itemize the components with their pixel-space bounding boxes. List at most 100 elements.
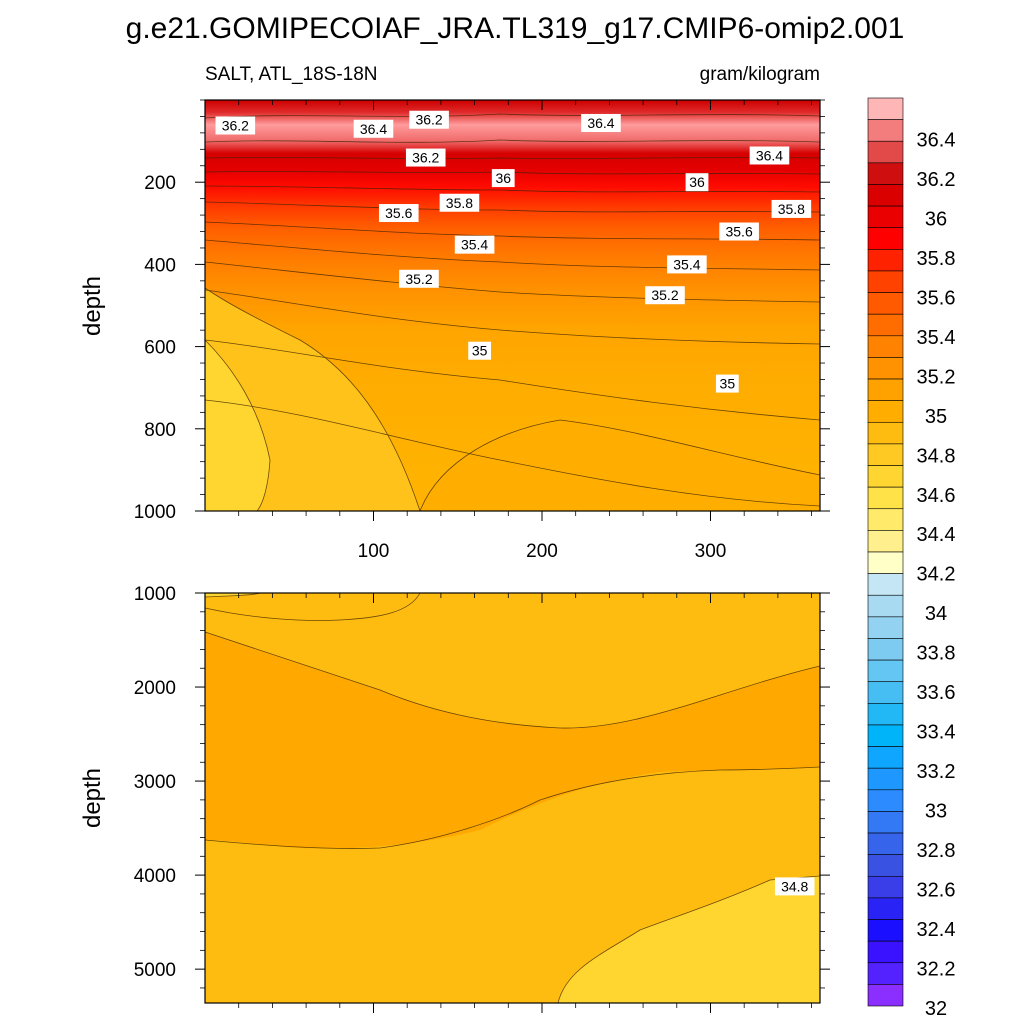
colorbar-box: [867, 551, 904, 574]
colorbar-label: 36.2: [917, 169, 956, 191]
colorbar-box: [867, 940, 904, 964]
contour-label: 35.6: [385, 205, 412, 221]
colorbar-box: [867, 854, 904, 877]
contour-label-box: [667, 255, 707, 274]
upper-contour-lines: [204, 113, 821, 512]
contour-label-box: [409, 110, 449, 129]
colorbar-box: [867, 659, 904, 683]
colorbar-label: 36: [925, 208, 947, 230]
colorbar-box: [867, 530, 904, 553]
colorbar-box: [867, 270, 904, 293]
upper-x-axis: 100 200 300: [238, 100, 812, 562]
colorbar-box: [867, 313, 904, 337]
lower-y-axis: 1000 2000 3000 4000 5000: [134, 584, 830, 989]
colorbar-label: 35.2: [917, 366, 956, 388]
upper-plot-frame: [204, 99, 821, 512]
contour-label-box: [454, 235, 495, 254]
lower-contour-field: 34.8: [204, 592, 821, 1004]
colorbar-boxes: [867, 97, 904, 1007]
colorbar-box: [867, 962, 904, 985]
deep-fresh-region-346-348: [558, 876, 820, 1003]
y-tick-label: 4000: [134, 866, 176, 887]
contour-label-box: [468, 341, 492, 360]
colorbar-box: [867, 616, 904, 639]
contour-label-box: [685, 173, 709, 192]
colorbar-label: 32: [925, 998, 947, 1020]
upper-y-axis-title: depth: [79, 276, 106, 336]
colorbar-label: 33.8: [917, 643, 956, 665]
contour-label-box: [491, 169, 515, 188]
contour-label-box: [378, 204, 419, 223]
contour-label: 36.4: [587, 115, 614, 131]
contour-label: 36.4: [756, 147, 783, 163]
figure-title: g.e21.GOMIPECOIAF_JRA.TL319_g17.CMIP6-om…: [126, 12, 905, 45]
colorbar-box: [867, 335, 904, 358]
colorbar-box: [867, 919, 904, 942]
colorbar-label: 32.8: [917, 840, 956, 862]
lower-panel: 34.8 1000 2000 3000 4000 5000 depth: [79, 584, 830, 1013]
colorbar-box: [867, 984, 904, 1007]
colorbar-label: 34.4: [917, 524, 956, 546]
lower-y-axis-title: depth: [79, 768, 106, 828]
colorbar-label: 36.4: [917, 129, 956, 151]
contour-label: 35.2: [651, 287, 678, 303]
y-tick-label: 5000: [134, 960, 176, 981]
colorbar-label: 34.8: [917, 445, 956, 467]
contour-label: 35.4: [673, 256, 700, 272]
y-tick-label: 600: [144, 338, 176, 359]
colorbar-box: [867, 162, 904, 185]
contour-label: 36: [689, 174, 705, 190]
y-tick-label: 1000: [134, 502, 176, 523]
colorbar-box: [867, 724, 904, 747]
x-tick-label: 200: [526, 541, 558, 562]
colorbar-box: [867, 140, 904, 164]
colorbar-box: [867, 832, 904, 855]
colorbar-box: [867, 573, 904, 596]
contour-label: 36.4: [360, 121, 387, 137]
colorbar-box: [867, 378, 904, 401]
colorbar-box: [867, 119, 904, 142]
y-tick-label: 2000: [134, 678, 176, 699]
colorbar-box: [867, 400, 904, 423]
contour-label: 35: [472, 343, 488, 359]
colorbar-label: 35.8: [917, 248, 956, 270]
contour-label-box: [581, 114, 621, 133]
contour-label-box: [715, 374, 739, 393]
contour-label: 35.4: [461, 237, 488, 253]
deep-region-350: [420, 420, 820, 511]
y-tick-label: 800: [144, 420, 176, 441]
x-tick-label: 100: [358, 541, 390, 562]
colorbar-box: [867, 205, 904, 229]
upper-contour-labels: 36.2 36.4 36.2 36.4 36.4 36.2 36 36 35.8 35.8 35.6…: [215, 110, 812, 393]
colorbar-label: 32.2: [917, 958, 956, 980]
y-tick-label: 200: [144, 173, 176, 194]
colorbar-box: [867, 811, 904, 834]
contour-label-box: [719, 222, 759, 241]
colorbar-label: 34.6: [917, 485, 956, 507]
contour-label-box: [645, 286, 685, 305]
contour-label-box: [353, 119, 394, 138]
colorbar-box: [867, 227, 904, 250]
y-tick-label: 1000: [134, 584, 176, 605]
colorbar-box: [867, 357, 904, 380]
colorbar-box: [867, 638, 904, 661]
lower-plot-frame: [204, 592, 821, 1004]
colorbar-box: [867, 703, 904, 726]
colorbar-label: 33: [925, 801, 947, 823]
contour-label: 35.8: [778, 201, 805, 217]
colorbar-box: [867, 97, 904, 120]
colorbar-box: [867, 681, 904, 704]
x-tick-label: 300: [695, 541, 727, 562]
units-label: gram/kilogram: [700, 64, 820, 85]
contour-label: 36.2: [412, 150, 439, 166]
contour-label-box: [771, 199, 812, 218]
colorbar-box: [867, 594, 904, 618]
upper-y-axis: 200 400 600 800 1000: [134, 99, 830, 523]
colorbar-box: [867, 292, 904, 315]
contour-label-box: [749, 146, 790, 165]
contour-label: 35.2: [405, 271, 432, 287]
surface-corner-region: [205, 593, 260, 597]
colorbar-box: [867, 486, 904, 510]
upper-contour-field: 36.2 36.4 36.2 36.4 36.4 36.2 36 36 35.8 35.8 35.6…: [204, 100, 821, 512]
